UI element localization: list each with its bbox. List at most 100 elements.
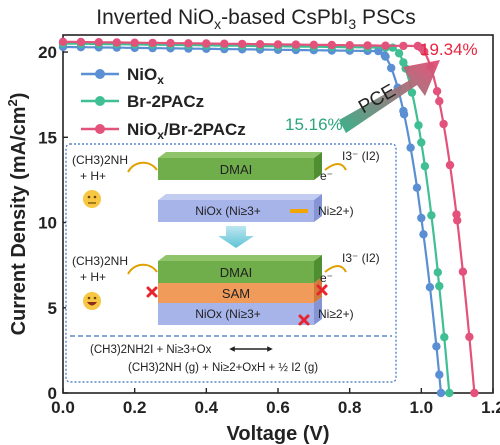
data-point <box>309 40 318 49</box>
x-tick-label: 1.2 <box>481 398 500 417</box>
pce-arrow-label: PCE <box>355 80 399 118</box>
legend-item-br2pacz: Br-2PACz <box>81 92 204 111</box>
pce-value-low: 15.16% <box>285 115 343 134</box>
data-point <box>406 143 415 152</box>
inset-bottom-amine: (CH3)2NH <box>72 254 128 268</box>
dmai-label-top: DMAI <box>220 162 253 177</box>
data-point <box>435 97 444 106</box>
data-point <box>327 40 336 50</box>
equation-reactants: (CH3)2NH2I + Ni≥3+Ox <box>90 344 212 356</box>
inset-schematic: (CH3)2NH + H+ DMAI I3⁻ (I2) e⁻ NiOx (Ni≥… <box>65 143 397 383</box>
data-point <box>380 51 389 60</box>
y-axis-label: Current Density (mA/cm2) <box>5 93 30 336</box>
data-point <box>440 333 449 342</box>
data-point <box>148 38 157 48</box>
data-point <box>465 332 474 342</box>
data-point <box>112 38 122 47</box>
data-point <box>445 160 455 170</box>
electron-label-top: e⁻ <box>320 169 333 183</box>
ni-label-top: Ni≥2+) <box>318 204 354 218</box>
x-tick-label: 0.0 <box>51 398 75 417</box>
axis-ticks: 0.0 0.2 0.4 0.6 0.8 1.0 1.2 0 5 10 15 20 <box>38 43 500 417</box>
data-point <box>291 40 301 49</box>
data-point <box>166 38 175 48</box>
x-tick-label: 0.4 <box>195 398 219 417</box>
data-point <box>387 63 396 73</box>
x-tick-label: 0.6 <box>266 398 290 417</box>
data-point <box>470 388 479 398</box>
x-axis-label: Voltage (V) <box>227 423 330 445</box>
dmai-layer-top: DMAI <box>158 152 322 180</box>
data-point <box>399 110 409 119</box>
curves-layer <box>58 37 479 398</box>
data-point <box>439 119 448 129</box>
inset-top-proton: + H+ <box>80 169 106 183</box>
data-point <box>58 37 68 46</box>
data-point <box>394 49 404 58</box>
x-tick-label: 1.0 <box>410 398 434 417</box>
data-point <box>417 138 426 147</box>
data-point <box>436 388 446 398</box>
data-point <box>220 39 229 48</box>
dmai-label-bottom: DMAI <box>220 265 253 280</box>
process-down-arrow <box>218 226 254 248</box>
data-point <box>238 39 247 49</box>
chart-title: Inverted NiOx-based CsPbI3 PSCs <box>96 6 415 32</box>
y-tick-label: 0 <box>48 384 57 403</box>
data-point <box>255 40 265 49</box>
nio-layer-top: NiOx (Ni≥3+ Ni≥2+) <box>158 194 354 222</box>
iodine-label-top: I3⁻ (I2) <box>342 149 380 163</box>
data-point <box>345 41 354 50</box>
data-point <box>273 40 283 49</box>
data-point <box>452 210 461 219</box>
data-point <box>381 41 390 50</box>
electron-label-bottom: e⁻ <box>320 271 333 285</box>
neutral-emoji-icon <box>83 190 101 208</box>
data-point <box>458 267 468 276</box>
equation-products: (CH3)2NH (g) + Ni≥2+OxH + ½ I2 (g) <box>128 362 318 374</box>
nio-label-bottom: NiOx (Ni≥3+ <box>195 307 261 321</box>
dmai-layer-bottom: DMAI <box>158 255 322 283</box>
data-point <box>412 183 422 192</box>
data-point <box>435 281 444 291</box>
data-point <box>433 268 442 277</box>
sam-layer: SAM <box>158 277 322 303</box>
data-point <box>374 46 383 56</box>
iodine-label-bottom: I3⁻ (I2) <box>342 251 380 265</box>
nio-label-top: NiOx (Ni≥3+ <box>195 204 261 218</box>
legend-item-niox-br2pacz: NiOx/Br-2PACz <box>81 120 246 142</box>
data-point <box>427 211 436 220</box>
y-tick-label: 20 <box>38 43 57 62</box>
blocked-cross-icon <box>146 284 328 326</box>
data-point <box>202 39 211 48</box>
data-point <box>435 370 444 379</box>
data-point <box>407 88 417 97</box>
x-tick-label: 0.2 <box>123 398 147 417</box>
data-point <box>419 230 428 239</box>
inset-top-amine: (CH3)2NH <box>72 153 128 167</box>
pce-value-high: 19.34% <box>420 40 478 59</box>
y-tick-label: 10 <box>38 214 57 233</box>
nio-layer-bottom: NiOx (Ni≥3+ Ni≥2+) <box>158 297 354 325</box>
data-point <box>420 162 430 171</box>
data-point <box>417 213 426 223</box>
data-point <box>432 87 442 96</box>
data-point <box>413 41 422 51</box>
data-point <box>425 283 435 292</box>
x-tick-label: 0.8 <box>338 398 362 417</box>
data-point <box>399 41 408 51</box>
data-point <box>130 38 139 47</box>
data-point <box>184 39 193 48</box>
legend-label-br2pacz: Br-2PACz <box>127 92 204 111</box>
sam-label: SAM <box>222 286 250 301</box>
legend-label-niox: NiOx <box>127 65 164 87</box>
data-point <box>94 38 104 47</box>
y-tick-label: 15 <box>38 128 57 147</box>
data-point <box>363 41 372 50</box>
legend: NiOx Br-2PACz NiOx/Br-2PACz <box>81 65 246 142</box>
happy-emoji-icon <box>83 292 101 310</box>
legend-item-niox: NiOx <box>81 65 164 87</box>
data-point <box>414 121 423 130</box>
data-point <box>432 342 441 351</box>
